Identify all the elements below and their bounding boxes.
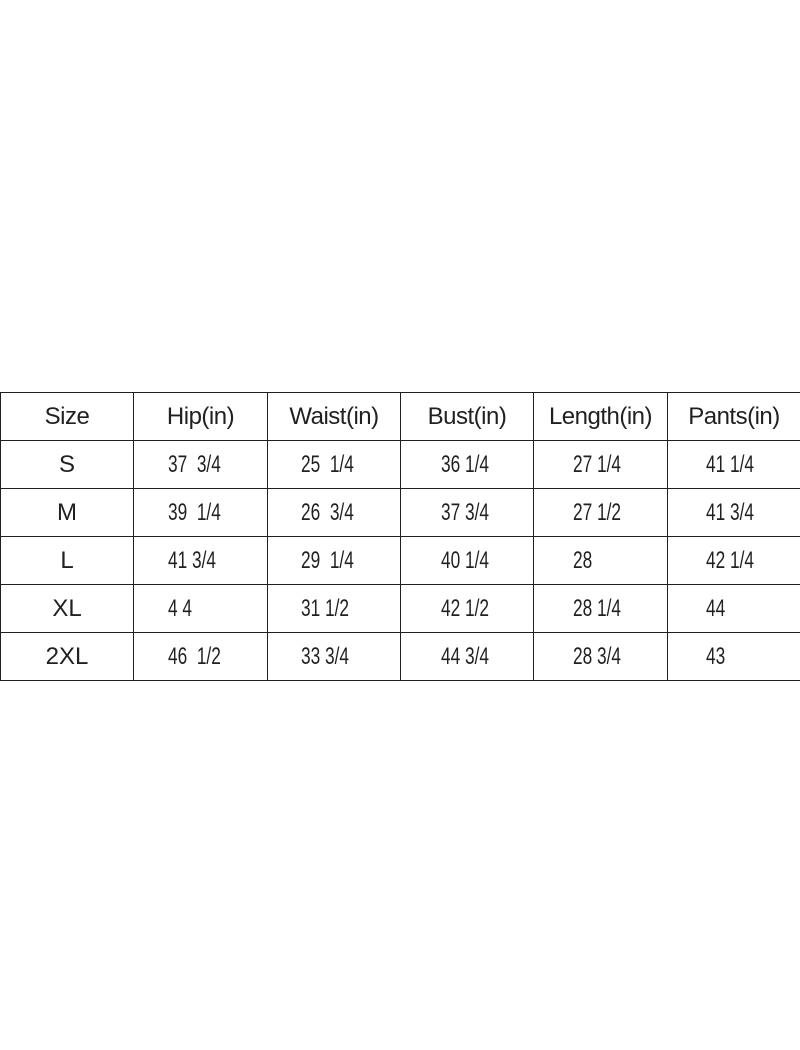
measurement-value: 46 1/2 [168, 642, 221, 670]
measurement-cell: 28 [533, 536, 668, 585]
measurement-cell: 33 3/4 [267, 632, 401, 681]
measurement-cell: 41 3/4 [667, 488, 800, 537]
measurement-value: 36 1/4 [441, 450, 490, 478]
measurement-value: 42 1/2 [441, 594, 490, 622]
measurement-value: 33 3/4 [301, 642, 350, 670]
size-chart-table: Size Hip(in) Waist(in) Bust(in) Length(in) Pa… [0, 392, 800, 681]
measurement-value: 40 1/4 [441, 546, 490, 574]
measurement-cell: 43 [667, 632, 800, 681]
table-row: 2XL 46 1/2 33 3/4 44 3/4 28 3/4 43 [0, 632, 800, 681]
measurement-cell: 29 1/4 [267, 536, 401, 585]
column-header: Hip(in) [133, 392, 268, 441]
measurement-value: 37 3/4 [441, 498, 490, 526]
measurement-value: 28 3/4 [573, 642, 622, 670]
size-label: XL [0, 584, 134, 633]
column-header: Pants(in) [667, 392, 800, 441]
measurement-cell: 26 3/4 [267, 488, 401, 537]
measurement-cell: 27 1/4 [533, 440, 668, 489]
column-header: Size [0, 392, 134, 441]
measurement-cell: 37 3/4 [400, 488, 534, 537]
table-row: S 37 3/4 25 1/4 36 1/4 27 1/4 41 1/4 [0, 440, 800, 489]
measurement-value: 31 1/2 [301, 594, 350, 622]
measurement-cell: 42 1/4 [667, 536, 800, 585]
measurement-cell: 4 4 [133, 584, 268, 633]
measurement-cell: 27 1/2 [533, 488, 668, 537]
table-row: M 39 1/4 26 3/4 37 3/4 27 1/2 41 3/4 [0, 488, 800, 537]
measurement-cell: 28 1/4 [533, 584, 668, 633]
measurement-value: 25 1/4 [301, 450, 354, 478]
table-row: XL 4 4 31 1/2 42 1/2 28 1/4 44 [0, 584, 800, 633]
column-header: Waist(in) [267, 392, 401, 441]
measurement-cell: 41 1/4 [667, 440, 800, 489]
size-label: M [0, 488, 134, 537]
measurement-value: 41 3/4 [706, 498, 755, 526]
header-row: Size Hip(in) Waist(in) Bust(in) Length(in) Pa… [0, 392, 800, 441]
measurement-value: 41 1/4 [706, 450, 755, 478]
size-label: L [0, 536, 134, 585]
measurement-value: 28 1/4 [573, 594, 622, 622]
measurement-value: 4 4 [168, 594, 193, 622]
measurement-cell: 44 3/4 [400, 632, 534, 681]
size-label: 2XL [0, 632, 134, 681]
measurement-cell: 25 1/4 [267, 440, 401, 489]
measurement-value: 39 1/4 [168, 498, 221, 526]
measurement-cell: 39 1/4 [133, 488, 268, 537]
table-row: L 41 3/4 29 1/4 40 1/4 28 42 1/4 [0, 536, 800, 585]
measurement-cell: 36 1/4 [400, 440, 534, 489]
measurement-value: 44 3/4 [441, 642, 490, 670]
measurement-value: 44 [706, 594, 726, 622]
measurement-value: 27 1/4 [573, 450, 622, 478]
column-header: Bust(in) [400, 392, 534, 441]
measurement-cell: 40 1/4 [400, 536, 534, 585]
measurement-cell: 44 [667, 584, 800, 633]
measurement-value: 43 [706, 642, 726, 670]
measurement-value: 29 1/4 [301, 546, 354, 574]
measurement-value: 28 [573, 546, 593, 574]
measurement-cell: 31 1/2 [267, 584, 401, 633]
measurement-value: 27 1/2 [573, 498, 622, 526]
measurement-cell: 28 3/4 [533, 632, 668, 681]
measurement-value: 42 1/4 [706, 546, 755, 574]
column-header: Length(in) [533, 392, 668, 441]
measurement-value: 37 3/4 [168, 450, 221, 478]
measurement-cell: 41 3/4 [133, 536, 268, 585]
measurement-value: 41 3/4 [168, 546, 217, 574]
measurement-value: 26 3/4 [301, 498, 354, 526]
measurement-cell: 42 1/2 [400, 584, 534, 633]
size-label: S [0, 440, 134, 489]
measurement-cell: 46 1/2 [133, 632, 268, 681]
measurement-cell: 37 3/4 [133, 440, 268, 489]
